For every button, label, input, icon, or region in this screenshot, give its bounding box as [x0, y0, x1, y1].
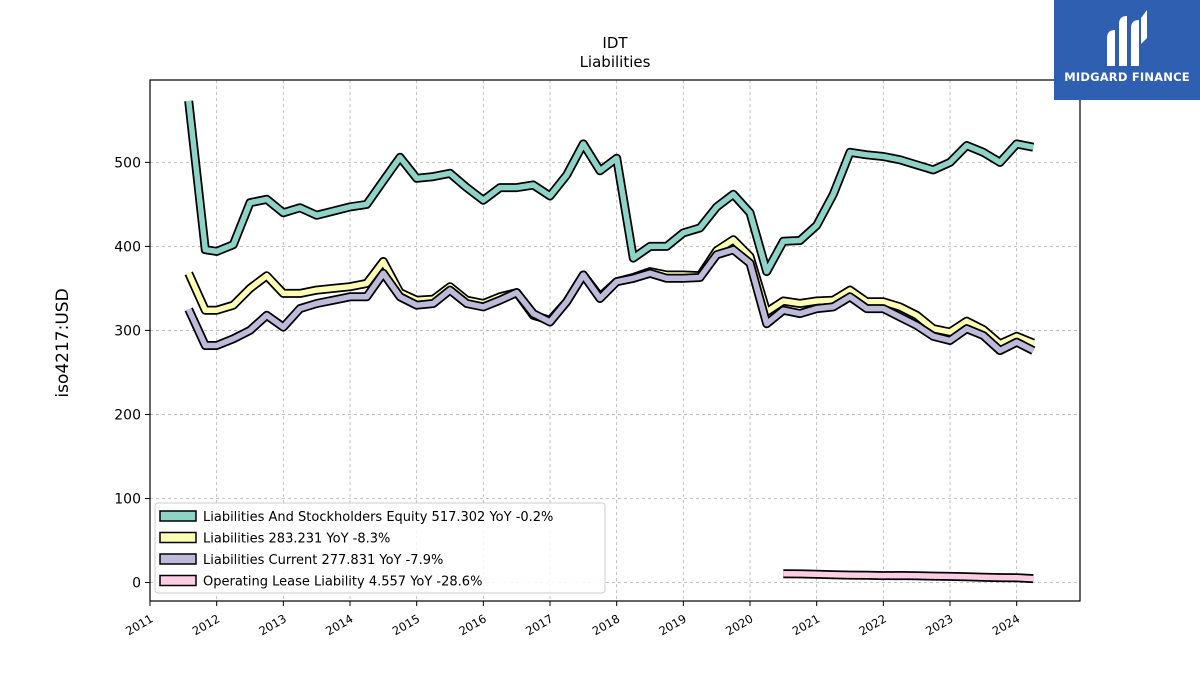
legend-entry: Liabilities 283.231 YoY -8.3% — [203, 532, 390, 547]
y-tick-label: 100 — [114, 491, 141, 507]
y-tick-label: 300 — [114, 323, 141, 339]
x-tick-label: 2012 — [190, 611, 222, 638]
x-tick-label: 2020 — [723, 611, 755, 638]
x-tick-label: 2019 — [656, 611, 688, 638]
brand-logo: MIDGARD FINANCE — [1054, 0, 1200, 100]
x-tick-label: 2021 — [790, 611, 822, 638]
x-tick-label: 2013 — [256, 611, 288, 638]
x-tick-label: 2015 — [390, 611, 422, 638]
series-line — [186, 246, 1035, 354]
chart-subtitle: Liabilities — [580, 53, 651, 71]
x-tick-label: 2023 — [923, 611, 955, 638]
x-tick-label: 2017 — [523, 611, 555, 638]
y-tick-label: 500 — [114, 155, 141, 171]
x-tick-label: 2014 — [323, 611, 355, 638]
y-tick-label: 0 — [132, 576, 141, 592]
y-axis-label: iso4217:USD — [53, 288, 73, 397]
legend-swatch — [159, 574, 197, 587]
legend-entry: Liabilities And Stockholders Equity 517.… — [203, 510, 553, 525]
plot-area-frame — [149, 79, 1081, 602]
legend-entry: Operating Lease Liability 4.557 YoY -28.… — [203, 575, 482, 590]
x-tick-label: 2016 — [456, 611, 488, 638]
x-tick-label: 2018 — [590, 611, 622, 638]
x-tick-label: 2022 — [856, 611, 888, 638]
logo-mark-icon — [1107, 10, 1147, 66]
y-tick-label: 200 — [114, 407, 141, 423]
legend-swatch — [159, 553, 197, 565]
series-lines — [184, 100, 1036, 584]
legend-swatch — [159, 531, 197, 544]
chart-title: IDT — [602, 34, 628, 52]
series-outline — [184, 245, 1036, 356]
x-tick-label: 2024 — [990, 611, 1022, 638]
y-tick-label: 400 — [114, 239, 141, 255]
legend-swatch — [159, 510, 197, 522]
legend-entry: Liabilities Current 277.831 YoY -7.9% — [203, 553, 443, 568]
series-line — [185, 100, 1034, 275]
x-tick-label: 2011 — [123, 611, 155, 638]
logo-text: MIDGARD FINANCE — [1064, 70, 1190, 84]
legend-box — [154, 502, 606, 594]
legend: Liabilities And Stockholders Equity 517.… — [154, 502, 606, 594]
series-line — [783, 570, 1034, 582]
